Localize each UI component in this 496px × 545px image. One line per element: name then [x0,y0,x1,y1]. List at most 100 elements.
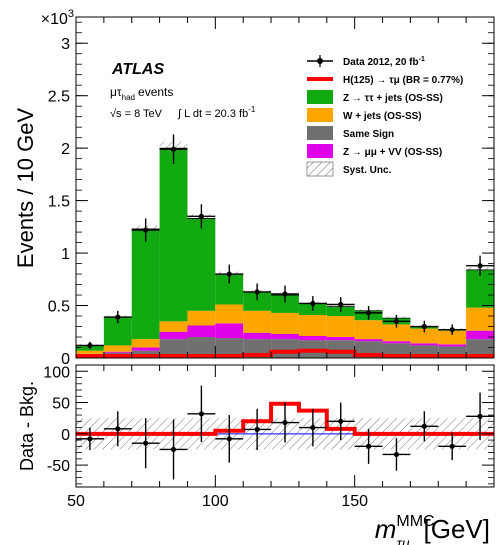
bar-w-jets-os-ss--11 [382,324,411,342]
data-point-2 [143,227,149,233]
bar-w-jets-os-ss--4 [187,310,216,326]
bar-w-jets-os-ss--12 [410,328,439,344]
ratio-point-12 [421,423,427,429]
y-tick-label-1: 1 [61,246,70,263]
bar-z-vv-os-ss--14 [466,330,494,340]
bar-w-jets-os-ss--3 [159,321,188,332]
bar-z-jets-os-ss--6 [243,291,272,311]
svg-text:Syst. Unc.: Syst. Unc. [343,165,392,176]
ratio-y-tick-label--50: -50 [47,458,70,475]
svg-text:Z → ττ + jets (OS-SS): Z → ττ + jets (OS-SS) [343,93,443,104]
bar-same-sign-7 [271,339,299,358]
main-panel: 0 0.5 1 1.5 2 2.5 3 Events / 10 GeV ×103 ATLAS… [13,8,495,368]
bar-same-sign-5 [215,338,244,358]
bar-z-jets-os-ss--2 [131,228,160,340]
data-point-0 [87,342,93,349]
ratio-panel-frame [75,364,495,488]
svg-text:Same Sign: Same Sign [343,129,394,140]
bar-z-vv-os-ss--5 [215,323,244,339]
data-point-8 [310,300,316,307]
ratio-point-0 [87,436,93,442]
y-tick-label-0.5: 0.5 [48,299,70,316]
bar-z-vv-os-ss--3 [159,331,188,340]
data-point-3 [170,146,177,152]
bar-z-vv-os-ss--8 [298,335,327,341]
ratio-point-1 [115,426,121,432]
bar-same-sign-13 [438,346,467,358]
ratio-y-axis-label: Data - Bkg. [17,381,37,471]
data-point-12 [421,323,427,330]
data-point-1 [115,314,121,320]
bar-same-sign-9 [326,340,355,358]
bar-z-vv-os-ss--6 [243,332,272,340]
legend-entry-ztautau: Z → ττ + jets (OS-SS) [307,90,443,104]
data-point-13 [449,327,455,333]
bar-z-jets-os-ss--4 [187,218,216,311]
bar-z-vv-os-ss--4 [187,325,216,338]
legend-entry-zmumu: Z → μμ + VV (OS-SS) [307,144,442,158]
lumi-label: ∫ L dt = 20.3 fb-1 [177,105,256,120]
ratio-point-10 [366,443,372,449]
svg-text:H(125) → τμ (BR = 0.77%): H(125) → τμ (BR = 0.77%) [343,75,463,86]
legend-entry-syst: Syst. Unc. [306,161,392,177]
bar-same-sign-3 [159,339,188,358]
ratio-point-7 [282,419,288,426]
y-tick-label-0: 0 [61,351,70,368]
data-point-10 [366,310,372,316]
bar-z-vv-os-ss--10 [354,339,383,342]
y-multiplier: ×103 [41,8,74,28]
x-axis-label: mMMC τμ [GeV] [375,513,490,545]
ratio-point-5 [226,436,232,442]
y-axis-label: Events / 10 GeV [13,108,38,269]
x-tick-label-150: 150 [341,493,368,510]
ratio-axes: -50 0 50 100 50 100 150 [43,364,494,510]
bar-w-jets-os-ss--0 [76,350,104,354]
atlas-label: ATLAS [111,61,164,78]
data-point-11 [393,318,400,324]
bar-z-vv-os-ss--12 [410,343,439,346]
bar-w-jets-os-ss--6 [243,310,272,333]
bar-z-jets-os-ss--3 [159,148,188,322]
bar-w-jets-os-ss--14 [466,307,494,331]
bar-z-jets-os-ss--14 [466,269,494,308]
bar-z-vv-os-ss--1 [103,351,132,353]
y-tick-label-3: 3 [61,36,70,53]
bar-w-jets-os-ss--5 [215,304,244,324]
data-point-4 [198,213,204,219]
x-tick-label-100: 100 [202,493,229,510]
y-tick-label-2: 2 [61,141,70,158]
data-point-5 [226,271,232,277]
y-tick-label-1.5: 1.5 [48,194,70,211]
ratio-point-11 [393,451,400,458]
ratio-point-6 [254,426,260,433]
ratio-point-9 [338,418,344,424]
ratio-point-14 [477,413,483,419]
bar-w-jets-os-ss--10 [354,320,383,340]
bar-z-vv-os-ss--11 [382,341,411,344]
main-axes: 0 0.5 1 1.5 2 2.5 3 [48,17,494,368]
ratio-point-2 [143,440,149,446]
ratio-y-tick-label-100: 100 [43,364,70,381]
data-points [76,134,494,350]
bar-z-vv-os-ss--2 [131,347,160,351]
bar-same-sign-14 [466,339,494,358]
signal-histogram [76,348,494,358]
data-point-14 [477,263,483,269]
data-point-9 [338,301,344,308]
svg-text:Z → μμ + VV (OS-SS): Z → μμ + VV (OS-SS) [343,147,442,158]
legend-entry-data: Data 2012, 20 fb-1 [307,55,425,68]
bar-w-jets-os-ss--1 [103,345,132,352]
bar-z-vv-os-ss--13 [438,344,467,347]
legend-entry-wjets: W + jets (OS-SS) [307,108,422,122]
channel-label: μτhad events [110,85,173,102]
svg-text:Data 2012, 20 fb-1: Data 2012, 20 fb-1 [343,56,425,68]
bar-w-jets-os-ss--13 [438,330,467,345]
svg-text:W + jets (OS-SS): W + jets (OS-SS) [343,111,422,122]
legend-entry-signal: H(125) → τμ (BR = 0.77%) [307,75,463,86]
signal-line [76,348,494,358]
legend-entry-same-sign: Same Sign [307,126,394,140]
x-tick-label-50: 50 [67,493,85,510]
main-panel-frame [75,16,495,359]
ratio-panel: -50 0 50 100 50 100 150 Data - Bkg. mMMC τμ [GeV… [17,364,495,545]
